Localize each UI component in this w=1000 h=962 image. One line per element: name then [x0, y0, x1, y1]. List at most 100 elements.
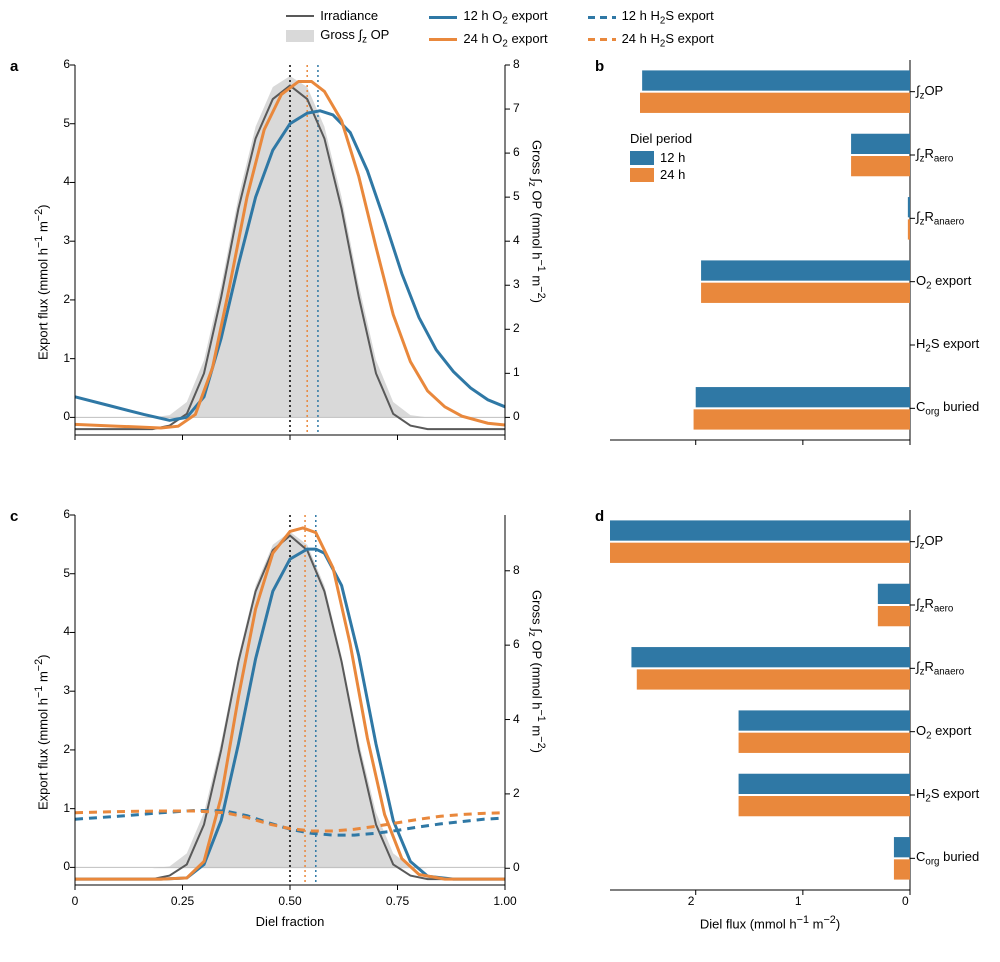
- legend-swatch: [286, 30, 314, 42]
- bar-24h: [637, 669, 910, 689]
- bar-24h: [851, 156, 910, 176]
- legend-swatch: [588, 16, 616, 19]
- bar-legend-title: Diel period: [630, 131, 692, 146]
- ytick-right-label: 6: [513, 637, 520, 651]
- bar-24h: [701, 283, 910, 303]
- bar-24h: [908, 219, 910, 239]
- bar-category-label: ∫zOP: [916, 533, 943, 552]
- bar-12h: [851, 134, 910, 154]
- legend-item: Irradiance: [286, 8, 389, 23]
- bar-category-label: H2S export: [916, 336, 979, 355]
- ytick-right-label: 0: [513, 409, 520, 423]
- bar-12h: [908, 197, 910, 217]
- ytick-right-label: 2: [513, 321, 520, 335]
- legend-label: Irradiance: [320, 8, 378, 23]
- ytick-right-label: 5: [513, 189, 520, 203]
- bar-category-label: ∫zRanaero: [916, 209, 964, 228]
- panel-a-yaxis-left-label: Export flux (mmol h−1 m−2): [33, 205, 50, 361]
- legend-swatch: [429, 38, 457, 41]
- ytick-left-label: 2: [50, 292, 70, 306]
- bar-category-label: ∫zRanaero: [916, 659, 964, 678]
- bar-svg: [610, 60, 910, 440]
- panel-d-xaxis-label: Diel flux (mmol h−1 m−2): [680, 914, 860, 931]
- ytick-right-label: 8: [513, 57, 520, 71]
- panel-c-yaxis-right-label: Gross ∫z OP (mmol h−1 m−2): [526, 590, 547, 753]
- ytick-right-label: 0: [513, 860, 520, 874]
- legend-col-1: Irradiance Gross ∫z OP: [286, 8, 389, 48]
- bar-legend-label: 12 h: [660, 150, 685, 165]
- bar-24h: [640, 93, 910, 113]
- bar-24h: [610, 543, 910, 563]
- bar-category-label: ∫zRaero: [916, 146, 953, 165]
- bar-12h: [739, 710, 910, 730]
- panel-a-label: a: [10, 58, 18, 75]
- legend-item: 12 h O2 export: [429, 8, 547, 27]
- legend-item: Gross ∫z OP: [286, 27, 389, 46]
- bar-legend-swatch: [630, 168, 654, 182]
- bar-12h: [696, 387, 910, 407]
- ytick-left-label: 0: [50, 409, 70, 423]
- ytick-left-label: 0: [50, 859, 70, 873]
- bar-legend: Diel period 12 h 24 h: [630, 131, 692, 184]
- xtick-label: 1.00: [490, 894, 520, 908]
- bar-24h: [894, 859, 910, 879]
- ytick-left-label: 5: [50, 116, 70, 130]
- panel-a-plot: [75, 60, 505, 440]
- ytick-left-label: 1: [50, 351, 70, 365]
- bar-24h: [739, 733, 910, 753]
- ytick-right-label: 2: [513, 786, 520, 800]
- panel-c-yaxis-left-label: Export flux (mmol h−1 m−2): [33, 655, 50, 811]
- bar-12h: [894, 837, 910, 857]
- panel-b-label: b: [595, 58, 604, 75]
- bar-category-label: ∫zRaero: [916, 596, 953, 615]
- xtick-label: 0.50: [275, 894, 305, 908]
- ytick-left-label: 5: [50, 566, 70, 580]
- legend-swatch: [286, 15, 314, 17]
- ytick-right-label: 1: [513, 365, 520, 379]
- bar-24h: [694, 409, 910, 429]
- bar-xtick-label: 2: [688, 894, 695, 908]
- bar-12h: [631, 647, 910, 667]
- legend-label: 24 h H2S export: [622, 31, 714, 50]
- bar-category-label: O2 export: [916, 273, 971, 292]
- ytick-left-label: 2: [50, 742, 70, 756]
- ytick-left-label: 6: [50, 507, 70, 521]
- legend-label: 12 h O2 export: [463, 8, 547, 27]
- legend-item: 24 h O2 export: [429, 31, 547, 50]
- legend-item: 12 h H2S export: [588, 8, 714, 27]
- legend-col-3: 12 h H2S export 24 h H2S export: [588, 8, 714, 48]
- ytick-left-label: 3: [50, 233, 70, 247]
- ytick-left-label: 4: [50, 624, 70, 638]
- ytick-right-label: 3: [513, 277, 520, 291]
- bar-xtick-label: 1: [795, 894, 802, 908]
- bar-xtick-label: 0: [902, 894, 909, 908]
- bar-legend-item: 12 h: [630, 150, 692, 165]
- bar-24h: [878, 606, 910, 626]
- ytick-left-label: 4: [50, 174, 70, 188]
- ytick-right-label: 4: [513, 233, 520, 247]
- xtick-label: 0: [60, 894, 90, 908]
- legend-col-2: 12 h O2 export 24 h O2 export: [429, 8, 547, 48]
- xtick-label: 0.75: [383, 894, 413, 908]
- bar-12h: [642, 70, 910, 90]
- bar-24h: [739, 796, 910, 816]
- bar-12h: [739, 774, 910, 794]
- bar-category-label: ∫zOP: [916, 83, 943, 102]
- legend-swatch: [429, 16, 457, 19]
- bar-legend-item: 24 h: [630, 167, 692, 182]
- panel-d-plot: ∫zOP∫zRaero∫zRanaeroO2 exportH2S exportC…: [610, 510, 910, 890]
- ytick-left-label: 3: [50, 683, 70, 697]
- panel-d-label: d: [595, 508, 604, 525]
- bar-12h: [878, 584, 910, 604]
- bar-legend-label: 24 h: [660, 167, 685, 182]
- legend-item: 24 h H2S export: [588, 31, 714, 50]
- xtick-label: 0.25: [168, 894, 198, 908]
- legend-label: 12 h H2S export: [622, 8, 714, 27]
- bar-svg: [610, 510, 910, 890]
- ytick-right-label: 6: [513, 145, 520, 159]
- ytick-right-label: 7: [513, 101, 520, 115]
- legend-swatch: [588, 38, 616, 41]
- panel-c-plot: [75, 510, 505, 890]
- bar-12h: [701, 260, 910, 280]
- bar-category-label: O2 export: [916, 723, 971, 742]
